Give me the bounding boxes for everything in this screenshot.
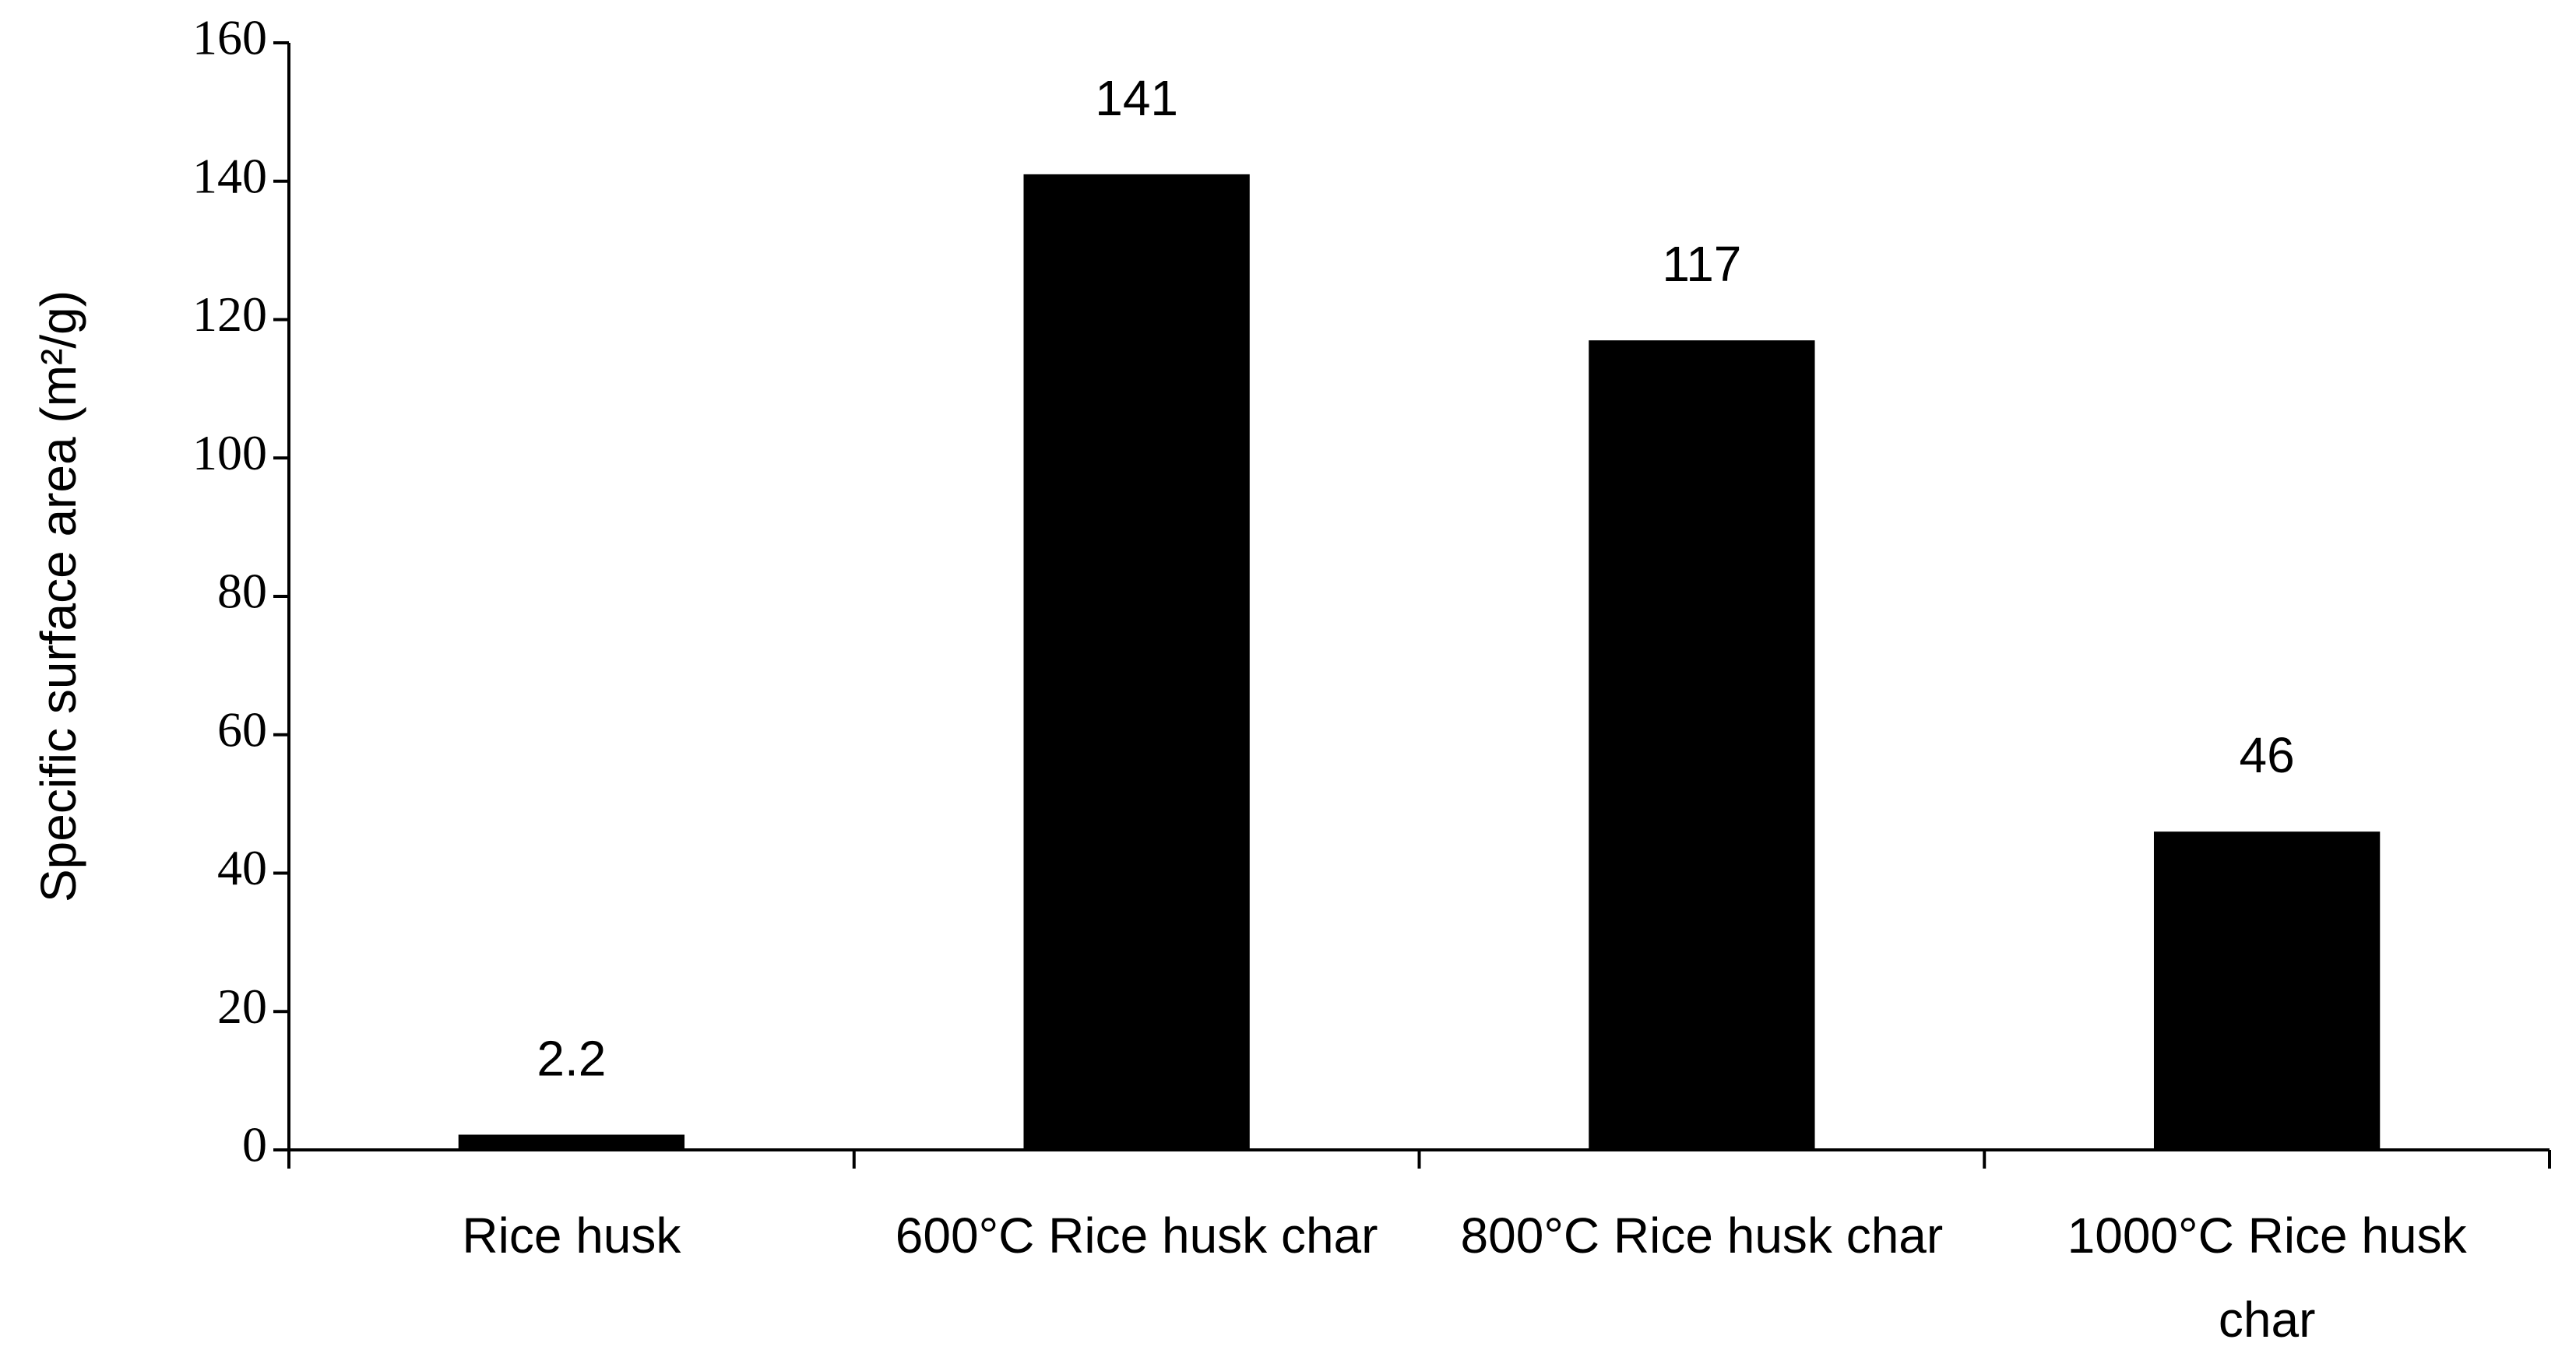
x-tick-label: 600°C Rice husk char: [895, 1208, 1378, 1264]
bar: [2153, 831, 2381, 1150]
y-tick-label: 120: [192, 287, 267, 342]
value-label: 46: [2240, 727, 2295, 783]
bar: [458, 1134, 685, 1150]
y-axis-title: Specific surface area (m²/g): [30, 290, 86, 902]
value-label: 117: [1662, 236, 1741, 292]
y-tick-label: 40: [217, 840, 267, 895]
bar: [1589, 340, 1815, 1151]
y-tick-label: 60: [217, 701, 267, 757]
x-tick-label: 1000°C Rice husk char: [2067, 1208, 2467, 1348]
y-tick-label: 100: [192, 425, 267, 480]
y-tick-label: 20: [217, 979, 267, 1034]
y-tick-label: 0: [242, 1117, 267, 1172]
x-tick-label: 800°C Rice husk char: [1460, 1208, 1944, 1264]
value-label: 2.2: [537, 1030, 606, 1086]
y-tick-label: 140: [192, 148, 267, 203]
y-tick-label: 80: [217, 564, 267, 619]
y-tick-label: 160: [192, 10, 267, 65]
bar: [1023, 174, 1250, 1150]
value-label: 141: [1095, 70, 1178, 126]
x-tick-label: Rice husk: [462, 1208, 681, 1264]
